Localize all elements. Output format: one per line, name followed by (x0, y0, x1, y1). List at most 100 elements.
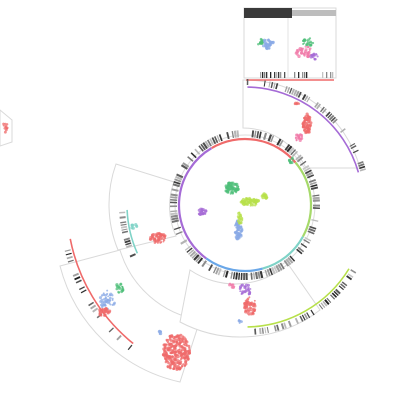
cluster-point (112, 302, 116, 306)
barcode-tick (296, 156, 304, 163)
cluster-point (302, 52, 306, 56)
cluster-point (168, 337, 172, 341)
cluster-point (156, 236, 161, 240)
barcode-tick (273, 266, 278, 274)
cluster-point (101, 304, 104, 307)
cluster-point (305, 42, 309, 46)
cluster-point (183, 343, 188, 347)
barcode-tick (306, 96, 311, 103)
cluster-point (122, 288, 125, 291)
barcode-tick (190, 152, 197, 159)
barcode-tick (328, 114, 335, 121)
cluster-point (159, 233, 163, 236)
barcode-tick (341, 281, 348, 287)
barcode-tick (322, 300, 328, 307)
barcode-tick (251, 130, 255, 138)
center-ring-arc (294, 161, 313, 238)
center-ring-arc (211, 137, 297, 164)
cluster-point (234, 235, 239, 239)
cluster-layer (2, 37, 319, 371)
barcode-tick (65, 252, 72, 256)
cluster-point (103, 310, 107, 314)
cluster-point (175, 341, 179, 344)
cluster-point (188, 346, 191, 350)
barcode-tick (216, 135, 221, 143)
barcode-tick (212, 266, 218, 274)
cluster-point (186, 357, 190, 361)
cluster-point (243, 305, 247, 308)
cluster-point (165, 359, 168, 363)
cluster-point (176, 361, 179, 364)
barcode-tick (209, 138, 214, 146)
barcode-tick (320, 302, 326, 309)
cluster-point (181, 364, 184, 368)
barcode-tick (170, 214, 179, 218)
cluster-point (303, 116, 307, 120)
cluster-point (295, 139, 298, 142)
cluster-point (311, 41, 315, 45)
cluster-point (298, 136, 301, 139)
cluster-point (173, 337, 176, 341)
barcode-tick (80, 289, 87, 294)
cluster-point (178, 343, 181, 346)
cluster-point (235, 230, 238, 233)
barcode-tick (332, 118, 338, 124)
barcode-tick (250, 272, 253, 280)
cluster-point (156, 241, 160, 244)
barcode-tick (74, 276, 81, 281)
cluster-point (173, 361, 177, 365)
barcode-tick (326, 297, 332, 304)
barcode-tick (88, 301, 95, 307)
cluster-point (316, 55, 319, 58)
cluster-point (183, 351, 187, 355)
barcode-tick (314, 102, 319, 108)
barcode-tick (264, 72, 266, 78)
cluster-point (181, 335, 185, 338)
barcode-tick (284, 72, 286, 78)
barcode-tick (270, 267, 276, 275)
barcode-tick (304, 95, 309, 102)
barcode-tick (264, 269, 269, 277)
barcode-tick (291, 150, 299, 157)
barcode-tick (125, 242, 132, 246)
cluster-point (306, 123, 311, 127)
cluster-point (172, 367, 176, 371)
barcode-tick (322, 72, 324, 78)
cluster-point (175, 367, 179, 371)
cluster-point (227, 185, 232, 189)
cluster-point (251, 311, 255, 315)
cluster-point (203, 212, 206, 215)
cluster-point (163, 349, 167, 353)
barcode-tick (238, 272, 241, 280)
cluster-point (249, 202, 253, 206)
cluster-point (239, 230, 243, 233)
cluster-point (310, 41, 313, 44)
barcode-tick (116, 334, 122, 341)
barcode-tick (269, 268, 274, 276)
barcode-tick (184, 245, 192, 251)
cluster-point (184, 362, 188, 366)
barcode-tick (312, 196, 320, 200)
cluster-point (253, 304, 257, 308)
barcode-tick (263, 132, 268, 141)
cluster-point (178, 359, 181, 362)
cluster-point (239, 213, 242, 216)
left-ring (126, 209, 139, 254)
cluster-point (305, 112, 309, 116)
cluster-point (309, 44, 313, 47)
cluster-point (155, 234, 158, 238)
barcode-tick (180, 239, 188, 245)
barcode-tick (283, 322, 287, 329)
barcode-tick (350, 269, 357, 274)
cluster-point (170, 342, 173, 345)
barcode-tick (299, 315, 304, 322)
cluster-point (169, 345, 173, 349)
cluster-point (248, 290, 252, 294)
barcode-tick (301, 314, 306, 321)
cluster-point (115, 287, 119, 291)
barcode-tick (200, 143, 206, 151)
cluster-point (297, 54, 301, 59)
ring-layer (69, 79, 360, 345)
barcode-tick (189, 250, 197, 258)
cluster-point (308, 41, 311, 44)
